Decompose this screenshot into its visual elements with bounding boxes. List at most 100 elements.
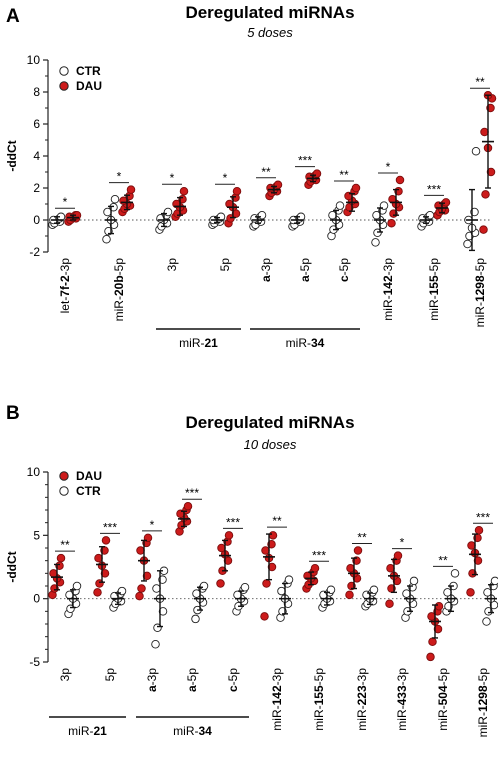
label-part: 5p — [103, 668, 117, 682]
ctr-point — [257, 210, 267, 220]
category-0: ** 3p — [48, 538, 82, 681]
significance-marker: * — [63, 195, 68, 209]
dau-point — [49, 569, 58, 578]
significance-marker: * — [400, 536, 405, 550]
dau-point — [473, 556, 483, 565]
label-part: 21 — [93, 724, 107, 738]
category-5: *** a-5p — [288, 154, 322, 282]
dau-point — [137, 584, 146, 593]
significance-marker: *** — [427, 182, 441, 196]
ctr-point — [482, 617, 491, 626]
dau-point — [216, 579, 225, 588]
dau-point — [353, 546, 363, 555]
label-part: c — [226, 685, 240, 692]
ctr-point — [199, 581, 209, 591]
x-tick-label: miR-223-3p — [355, 668, 369, 731]
x-tick-label: miR-155-5p — [312, 668, 326, 731]
ctr-point — [483, 588, 492, 597]
dau-point — [395, 175, 405, 185]
y-tick-label: 10 — [27, 53, 41, 67]
dau-point — [346, 564, 355, 573]
dau-point — [179, 186, 189, 196]
dau-point — [183, 501, 193, 511]
category-7: * miR-142-3p — [371, 160, 405, 321]
ctr-point — [409, 576, 419, 586]
dau-point — [267, 562, 277, 572]
label-part: miR- — [355, 705, 369, 730]
ctr-point — [102, 234, 111, 244]
dau-point — [481, 190, 490, 199]
panel-a: A Deregulated miRNAs 5 doses -2 0 2 4 6 8 10 -ddCt… — [5, 3, 497, 350]
dau-point — [126, 185, 136, 194]
label-part: 5p — [218, 258, 232, 272]
dau-point — [426, 652, 435, 662]
chart-title: Deregulated miRNAs — [185, 3, 354, 22]
ctr-point — [463, 239, 472, 249]
category-1: *** 5p — [93, 520, 127, 682]
label-part: -5p — [112, 258, 126, 276]
group-label: miR-34 — [286, 336, 325, 350]
dau-point — [101, 536, 111, 545]
dau-point — [224, 531, 234, 540]
significance-marker: ** — [339, 168, 349, 182]
dau-point — [312, 169, 322, 178]
label-part: -3p — [58, 258, 72, 276]
dau-point — [433, 624, 443, 634]
x-tick-label: a-3p — [145, 668, 159, 692]
legend-label-ctr: CTR — [76, 484, 101, 498]
dau-point — [273, 180, 283, 190]
ctr-point — [163, 207, 173, 217]
y-tick-label: 5 — [33, 528, 40, 542]
ctr-point — [240, 583, 250, 592]
significance-marker: ** — [475, 75, 485, 89]
category-3: * 5p — [208, 171, 242, 272]
ctr-point — [72, 581, 82, 591]
y-tick-label: 0 — [33, 592, 40, 606]
dau-point — [136, 546, 145, 555]
category-7: ** miR-223-3p — [345, 531, 379, 731]
legend-marker-ctr — [59, 486, 69, 496]
label-part: -3p — [145, 668, 159, 686]
x-tick-label: let-7f-2-3p — [58, 258, 72, 314]
dau-point — [261, 546, 270, 555]
label-part: miR- — [427, 295, 441, 320]
dau-point — [351, 183, 361, 193]
chart-subtitle: 5 doses — [247, 25, 293, 40]
label-part: a — [145, 685, 159, 692]
label-part: miR- — [286, 336, 311, 350]
y-tick-label: 8 — [33, 85, 40, 99]
significance-marker: ** — [60, 538, 70, 552]
dau-point — [94, 553, 103, 563]
legend-label-dau: DAU — [76, 469, 102, 483]
x-tick-label: 3p — [165, 258, 179, 272]
label-part: 142 — [270, 685, 284, 705]
dau-point — [434, 602, 444, 611]
label-part: -5p — [226, 668, 240, 686]
significance-marker: * — [117, 170, 122, 184]
panel-b: B Deregulated miRNAs 10 doses -5 0 5 10 -ddCt DA… — [5, 403, 498, 738]
dau-point — [262, 579, 271, 588]
label-part: 142 — [381, 275, 395, 295]
dau-point — [100, 569, 110, 578]
label-part: -5p — [473, 258, 487, 276]
dau-point — [93, 588, 102, 597]
ctr-point — [158, 607, 168, 616]
dau-point — [467, 541, 476, 550]
legend-marker-ctr — [59, 66, 69, 76]
label-part: 155 — [427, 275, 441, 295]
label-part: miR- — [68, 724, 93, 738]
label-part: miR- — [436, 705, 450, 730]
label-part: miR- — [270, 705, 284, 730]
category-9: ** miR-1298-5p — [463, 75, 497, 327]
x-tick-label: 5p — [218, 258, 232, 272]
chart-title: Deregulated miRNAs — [185, 413, 354, 432]
ctr-point — [117, 586, 127, 596]
category-2: * 3p — [155, 171, 189, 272]
legend-marker-dau — [59, 81, 69, 91]
dau-point — [387, 218, 396, 228]
label-part: miR- — [173, 724, 198, 738]
dau-point — [135, 591, 144, 601]
chart-subtitle: 10 doses — [244, 437, 297, 452]
ctr-point — [369, 585, 379, 595]
significance-marker: * — [386, 160, 391, 174]
